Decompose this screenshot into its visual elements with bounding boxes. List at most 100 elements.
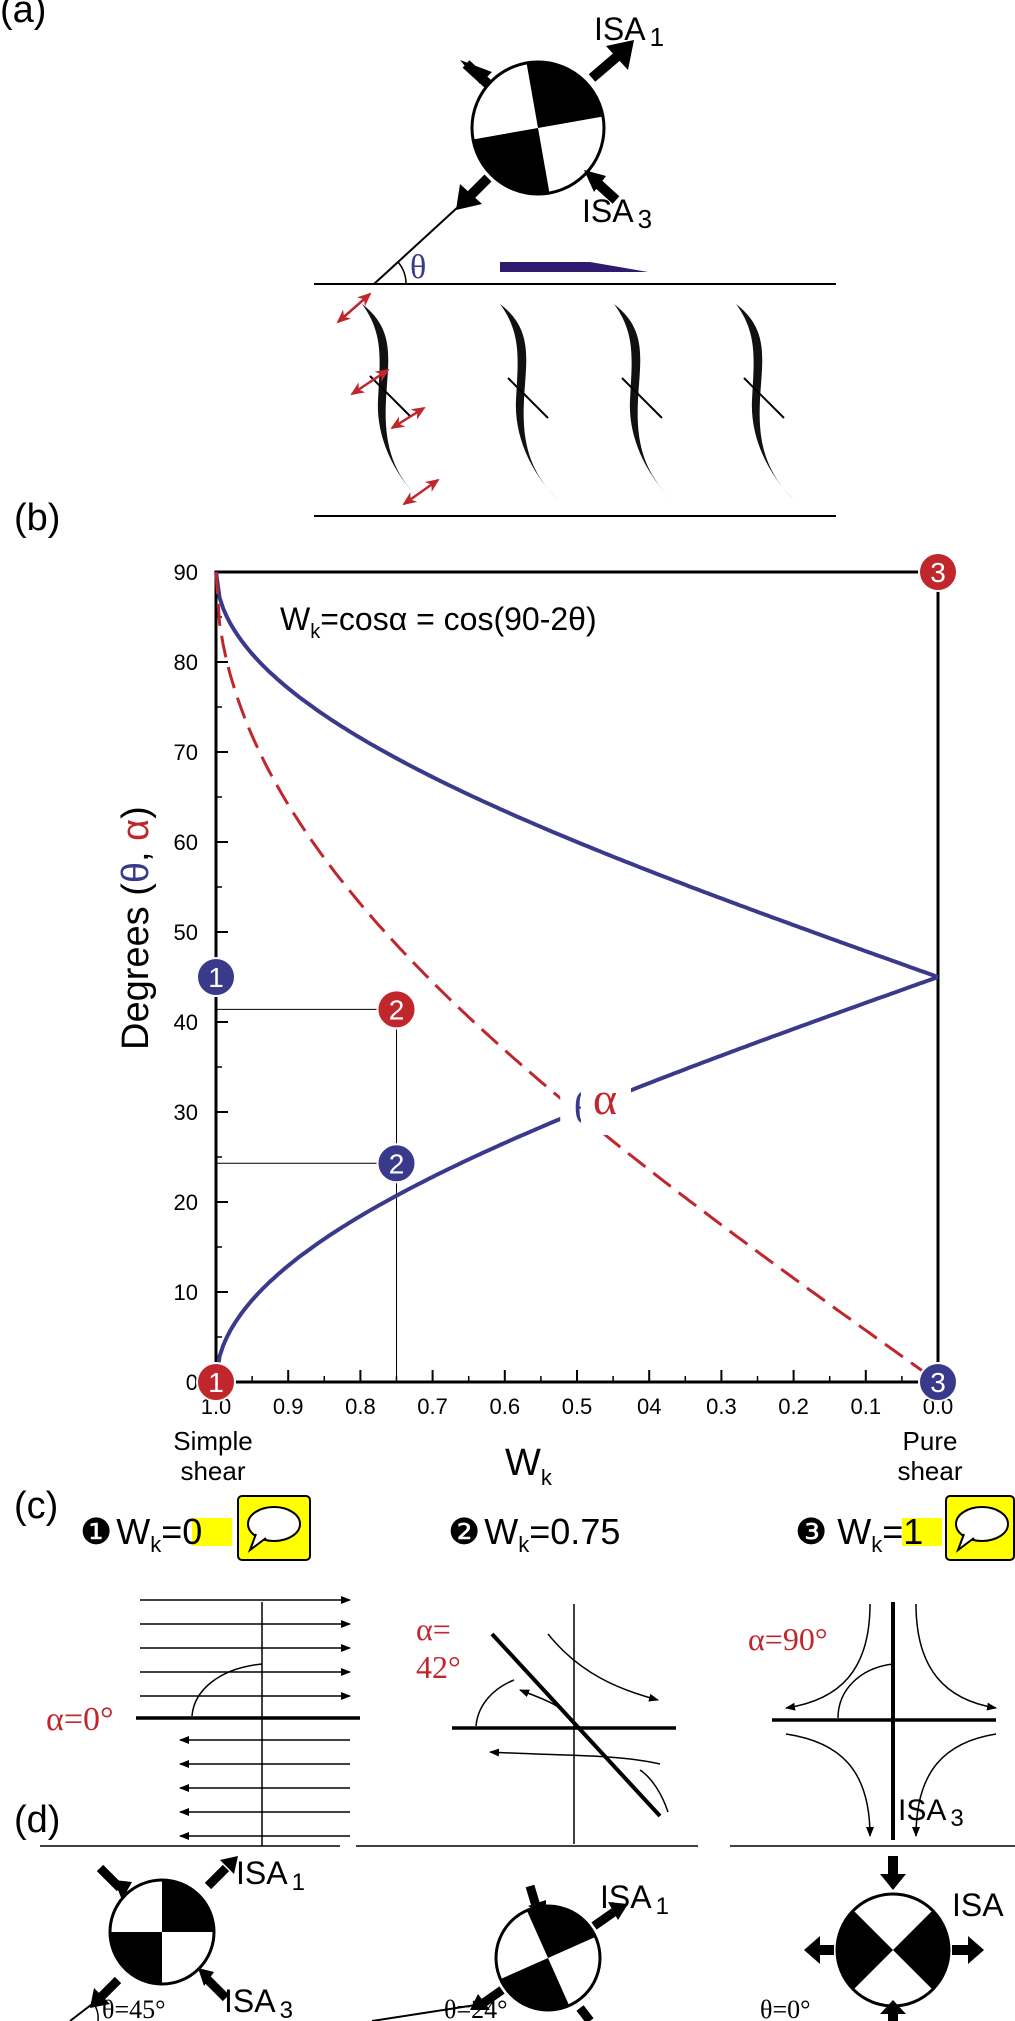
- theta-arc-a: [397, 261, 407, 285]
- point-label: 3: [930, 1367, 946, 1398]
- theta-label-a: θ: [410, 249, 426, 286]
- focal-ball-d3: [804, 1856, 984, 2021]
- isa1-label-d1: ISA 1: [236, 1855, 305, 1896]
- y-tick-label: 10: [174, 1280, 198, 1305]
- x-tick-label: 0.1: [851, 1394, 882, 1419]
- compression-arrow-se: [584, 170, 620, 204]
- alpha-label-gap: [581, 1074, 631, 1124]
- point-label: 3: [930, 557, 946, 588]
- panel-a-label: (a): [0, 0, 46, 31]
- y-tick-label: 20: [174, 1190, 198, 1215]
- isa3-label-a: ISA 3: [582, 193, 652, 234]
- flow-curve-2c: [519, 1689, 571, 1719]
- alpha-label-1: α=0°: [46, 1701, 114, 1738]
- point-marker: [376, 989, 417, 1030]
- extension-arrow-ne: [588, 40, 634, 82]
- opening-arrow-4: [402, 478, 440, 506]
- vein-3: [614, 304, 672, 500]
- x-note-simple-1: Simple: [173, 1426, 252, 1456]
- flow-curve-2a: [547, 1633, 659, 1702]
- theta-label-d2: θ=24°: [444, 1995, 508, 2021]
- y-tick-label: 0: [186, 1370, 198, 1395]
- focal-ball-d2: [371, 1884, 628, 2021]
- flow-curve-2b: [489, 1748, 661, 1765]
- x-axis-label: Wk: [505, 1442, 553, 1490]
- focal-ball-a: [470, 60, 606, 196]
- isa1-label-a: ISA 1: [594, 11, 664, 52]
- panel-a: (a) ISA 1 ISA 3 θ: [0, 0, 836, 517]
- header-2: ❷ Wk=0.75: [448, 1511, 620, 1557]
- alpha-series-label: α: [593, 1073, 617, 1124]
- alpha-arc-1: [191, 1663, 263, 1717]
- point-marker: [376, 1143, 417, 1184]
- alpha-curve: [214, 571, 939, 1384]
- vein-4-crack: [743, 377, 785, 419]
- flow-curve-3b: [915, 1603, 997, 1711]
- vein-4: [736, 304, 794, 500]
- y-tick-label: 30: [174, 1100, 198, 1125]
- x-tick-label: 0.6: [490, 1394, 521, 1419]
- compression-arrow-nw: [460, 60, 492, 88]
- flow-curve-3c: [785, 1733, 874, 1837]
- point-label: 1: [208, 1367, 224, 1398]
- opening-arrow-1: [336, 292, 372, 324]
- opening-arrow-2: [350, 368, 390, 396]
- alpha-label-2a: α=: [416, 1611, 451, 1647]
- opening-arrows: [336, 292, 440, 506]
- panel-d: (d) ISA 1 ISA 3 θ=45°: [14, 1799, 1015, 2021]
- panel-b: (b) Degrees (θ, α) 1.0 0.9 0.8 0.7 0.6 0.5 04 0…: [14, 497, 963, 1490]
- highlight-3: [902, 1518, 942, 1546]
- alpha-arc-2: [475, 1679, 515, 1727]
- flow-curve-3d: [912, 1733, 997, 1837]
- panel-c-label: (c): [14, 1485, 58, 1527]
- x-tick-label: 0.7: [417, 1394, 448, 1419]
- vein-1: [362, 304, 420, 500]
- point-marker: [196, 957, 236, 997]
- x-tick-label: 04: [637, 1394, 661, 1419]
- panel-c-header-3: ❸ Wk=1: [795, 1495, 1015, 1561]
- x-note-pure-2: shear: [897, 1456, 962, 1486]
- comment-icon-3[interactable]: [945, 1495, 1015, 1561]
- isa3-label-c: ISA 3: [898, 1794, 964, 1832]
- flow-curve-2d: [639, 1769, 669, 1813]
- plot-area: 1.0 0.9 0.8 0.7 0.6 0.5 04 0.3 0.2 0.1 0.001020304…: [174, 552, 958, 1419]
- alpha-label-3: α=90°: [748, 1621, 828, 1657]
- point-label: 2: [389, 994, 405, 1025]
- formula-title: Wk=cosα = cos(90-2θ): [280, 601, 597, 643]
- y-axis-label: Degrees (θ, α): [115, 806, 157, 1050]
- focal-ball-d1: [69, 1856, 238, 2021]
- header-1: ❶ Wk=0: [80, 1511, 202, 1557]
- panel-c-header-1: ❶ Wk=0: [80, 1495, 311, 1561]
- shear-sense-arrow: [500, 262, 648, 272]
- y-tick-label: 40: [174, 1010, 198, 1035]
- y-tick-label: 70: [174, 740, 198, 765]
- vein-2-crack: [507, 377, 549, 419]
- flow-curve-3a: [785, 1603, 871, 1711]
- theta-curve-lower: [214, 975, 939, 1383]
- x-note-pure-1: Pure: [903, 1426, 958, 1456]
- isa3-label-d1: ISA 3: [224, 1983, 293, 2021]
- point-marker: [918, 1362, 958, 1402]
- theta-curve-upper: [214, 571, 939, 979]
- isa1-label-d2: ISA 1: [600, 1879, 669, 1920]
- x-tick-label: 0.2: [778, 1394, 809, 1419]
- comment-icon-1[interactable]: [237, 1495, 311, 1561]
- panel-c: (c) ❶ Wk=0 ❷ Wk=0.75 ❸ Wk=1: [14, 1485, 1015, 1846]
- vein-1-crack: [369, 375, 411, 417]
- x-tick-label: 0.9: [273, 1394, 304, 1419]
- vein-3-crack: [621, 377, 663, 419]
- flow-diagram-simple-shear: [136, 1596, 360, 1846]
- point-label: 2: [389, 1148, 405, 1179]
- y-tick-label: 50: [174, 920, 198, 945]
- point-marker: [196, 1362, 236, 1402]
- theta-label-d3: θ=0°: [760, 1995, 811, 2021]
- flow-diagram-pure-shear: [772, 1602, 997, 1840]
- point-label: 1: [208, 962, 224, 993]
- panel-c-header-2: ❷ Wk=0.75: [448, 1511, 620, 1557]
- alpha-label-2b: 42°: [416, 1649, 461, 1685]
- sigmoidal-veins: [362, 304, 794, 500]
- point-marker: [918, 552, 958, 592]
- y-tick-label: 80: [174, 650, 198, 675]
- highlight-1: [192, 1518, 232, 1546]
